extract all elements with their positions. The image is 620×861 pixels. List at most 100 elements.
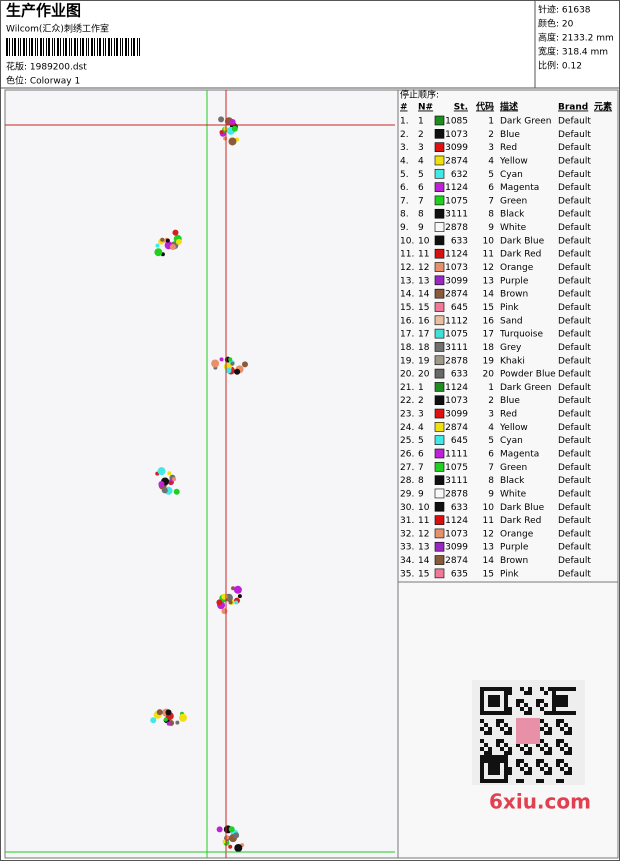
qr-module — [480, 695, 484, 699]
needle: 10 — [418, 236, 430, 246]
code: 10 — [483, 236, 495, 246]
color-swatch — [434, 195, 445, 206]
description: Pink — [500, 569, 519, 579]
bar — [80, 38, 81, 56]
stitches: 1111 — [445, 450, 468, 460]
color-swatch — [434, 115, 445, 126]
brand: Default — [558, 117, 591, 127]
color-swatch — [434, 475, 445, 485]
qr-module — [488, 687, 492, 691]
brand: Default — [558, 156, 591, 166]
stitch-blob — [230, 361, 235, 366]
description: Dark Red — [500, 516, 541, 526]
code: 10 — [483, 503, 495, 513]
code: 12 — [483, 529, 494, 539]
qr-module — [556, 759, 560, 763]
code: 6 — [488, 183, 494, 193]
brand: Default — [558, 343, 591, 353]
brand: Default — [558, 276, 591, 286]
bar — [48, 38, 50, 56]
qr-module — [504, 775, 508, 779]
row-index: 20. — [400, 370, 414, 380]
needle: 15 — [418, 303, 429, 313]
qr-module — [496, 723, 500, 727]
qr-module — [556, 739, 560, 743]
description: Dark Red — [500, 250, 541, 260]
qr-module — [540, 739, 544, 743]
qr-module — [568, 771, 572, 775]
pattern: 花版: 1989200.dst — [6, 61, 87, 73]
code: 2 — [488, 396, 494, 406]
description: Magenta — [500, 450, 539, 460]
qr-module — [520, 707, 524, 711]
qr-module — [480, 727, 484, 731]
qr-module — [560, 703, 564, 707]
qr-module — [500, 779, 504, 783]
qr-module — [508, 767, 512, 771]
bar — [77, 38, 78, 56]
qr-module — [552, 699, 556, 703]
needle: 9 — [418, 489, 424, 499]
qr-module — [480, 711, 484, 715]
description: Sand — [500, 316, 523, 326]
qr-module — [516, 759, 520, 763]
qr-module — [488, 779, 492, 783]
code: 1 — [488, 383, 494, 393]
qr-module — [500, 739, 504, 743]
stitch-blob — [225, 367, 232, 374]
bar — [9, 38, 10, 56]
description: Magenta — [500, 183, 539, 193]
stitches: 3111 — [445, 343, 468, 353]
qr-module — [488, 727, 492, 731]
code: 12 — [483, 263, 494, 273]
qr-module — [480, 779, 484, 783]
column-header: 描述 — [500, 101, 518, 113]
qr-module — [488, 695, 492, 699]
needle: 2 — [418, 130, 424, 140]
needle: 17 — [418, 330, 429, 340]
qr-module — [540, 687, 544, 691]
stitch-blob — [228, 137, 237, 146]
qr-module — [568, 767, 572, 771]
stitch-blob — [166, 721, 171, 726]
color-swatch — [434, 568, 445, 579]
qr-module — [544, 763, 548, 767]
qr-module — [508, 707, 512, 711]
stitch-blob — [175, 238, 182, 245]
qr-module — [516, 779, 520, 783]
qr-module — [544, 731, 548, 735]
brand: Default — [558, 529, 591, 539]
qr-module — [520, 699, 524, 703]
qr-module — [516, 699, 520, 703]
qr-module — [480, 775, 484, 779]
stitch-blob — [233, 832, 240, 839]
row-index: 23. — [400, 410, 414, 420]
stitches: 2874 — [445, 156, 468, 166]
column-header: # — [400, 103, 408, 113]
qr-module — [564, 703, 568, 707]
description: Dark Blue — [500, 236, 545, 246]
brand: Default — [558, 370, 591, 380]
stitch-blob — [155, 243, 160, 248]
qr-module — [488, 759, 492, 763]
qr-module — [504, 755, 508, 759]
qr-module — [540, 779, 544, 783]
bar — [97, 38, 98, 56]
qr-module — [556, 711, 560, 715]
qr-module — [504, 711, 508, 715]
color-swatch — [434, 395, 445, 406]
row-index: 1. — [400, 117, 409, 127]
brand: Default — [558, 396, 591, 406]
qr-module — [496, 739, 500, 743]
needle: 8 — [418, 476, 424, 486]
color-swatch — [434, 422, 445, 432]
bar — [26, 38, 27, 56]
bar — [139, 38, 140, 56]
qr-module — [540, 767, 544, 771]
qr-module — [508, 751, 512, 755]
bar — [43, 38, 44, 56]
brand: Default — [558, 263, 591, 273]
studio: Wilcom(汇众)刺绣工作室 — [6, 23, 109, 35]
color-swatch — [434, 182, 445, 192]
